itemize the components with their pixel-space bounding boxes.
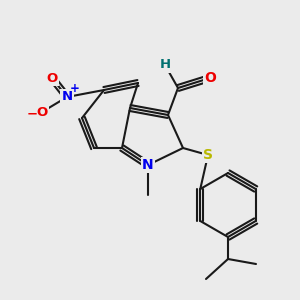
Text: O: O <box>46 71 58 85</box>
Text: N: N <box>61 91 73 103</box>
Text: O: O <box>36 106 48 118</box>
Text: N: N <box>142 158 154 172</box>
Text: H: H <box>159 58 171 71</box>
Text: S: S <box>203 148 213 162</box>
Text: O: O <box>204 71 216 85</box>
Text: +: + <box>70 82 80 95</box>
Text: −: − <box>26 107 38 121</box>
